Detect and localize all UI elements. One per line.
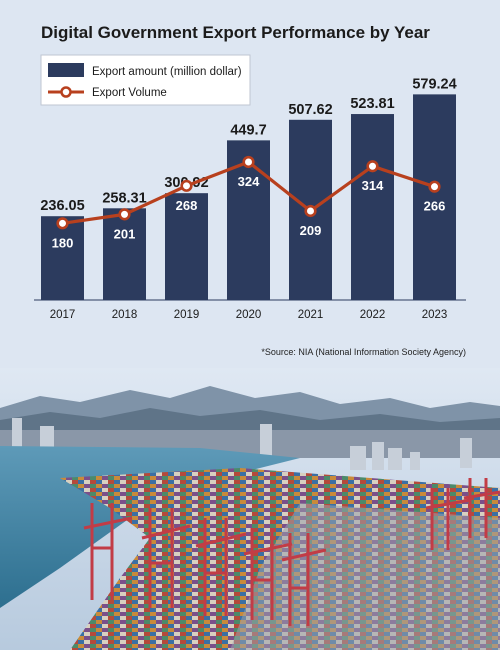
bar-2023 — [413, 94, 456, 300]
bar-value-label-2020: 449.7 — [230, 122, 266, 138]
volume-label-2021: 209 — [300, 223, 322, 238]
photo-cranes — [83, 478, 500, 626]
bar-value-label-2017: 236.05 — [40, 198, 84, 214]
x-tick-label-2021: 2021 — [298, 309, 324, 321]
volume-line-group: 180 201 268 324 209 314 266 — [52, 155, 446, 250]
bar-2018 — [103, 208, 146, 300]
volume-point-2017 — [56, 217, 69, 230]
bar-value-label-2021: 507.62 — [288, 102, 332, 118]
volume-label-2020: 324 — [238, 174, 260, 189]
legend: Export amount (million dollar) Export Vo… — [40, 54, 251, 106]
x-tick-label-2020: 2020 — [236, 309, 262, 321]
volume-point-2019 — [180, 179, 193, 192]
bar-2019 — [165, 193, 208, 300]
volume-label-2017: 180 — [52, 235, 74, 250]
volume-label-2018: 201 — [114, 226, 136, 241]
legend-line-marker — [60, 86, 72, 98]
x-tick-label-2017: 2017 — [50, 309, 76, 321]
source-note: *Source: NIA (National Information Socie… — [261, 347, 466, 357]
legend-bar-swatch — [48, 63, 84, 77]
legend-bar-label: Export amount (million dollar) — [92, 66, 242, 78]
volume-point-2021 — [304, 204, 317, 218]
x-tick-labels-group: 2017 2018 2019 2020 2021 2022 2023 — [50, 309, 448, 321]
x-tick-label-2019: 2019 — [174, 309, 200, 321]
volume-point-2018 — [118, 208, 131, 221]
bar-2022 — [351, 114, 394, 300]
bars-group — [41, 94, 456, 301]
chart: Digital Government Export Performance by… — [34, 23, 466, 357]
volume-point-2022 — [366, 160, 379, 173]
bar-2017 — [41, 216, 84, 300]
harbor-photo-icon — [0, 368, 500, 650]
x-tick-label-2022: 2022 — [360, 309, 386, 321]
bar-value-label-2023: 579.24 — [412, 76, 456, 92]
bar-value-label-2022: 523.81 — [350, 96, 394, 112]
volume-point-2020 — [242, 155, 255, 169]
volume-point-2023 — [428, 180, 441, 193]
legend-line-label: Export Volume — [92, 87, 167, 99]
x-tick-label-2018: 2018 — [112, 309, 138, 321]
bar-value-label-2018: 258.31 — [102, 190, 146, 206]
volume-label-2019: 268 — [176, 198, 198, 213]
volume-label-2023: 266 — [424, 199, 446, 214]
volume-label-2022: 314 — [362, 178, 384, 193]
x-tick-label-2023: 2023 — [422, 309, 448, 321]
chart-title: Digital Government Export Performance by… — [41, 23, 430, 42]
bar-labels-group: 236.05258.31300.92449.7507.62523.81579.2… — [40, 76, 456, 214]
